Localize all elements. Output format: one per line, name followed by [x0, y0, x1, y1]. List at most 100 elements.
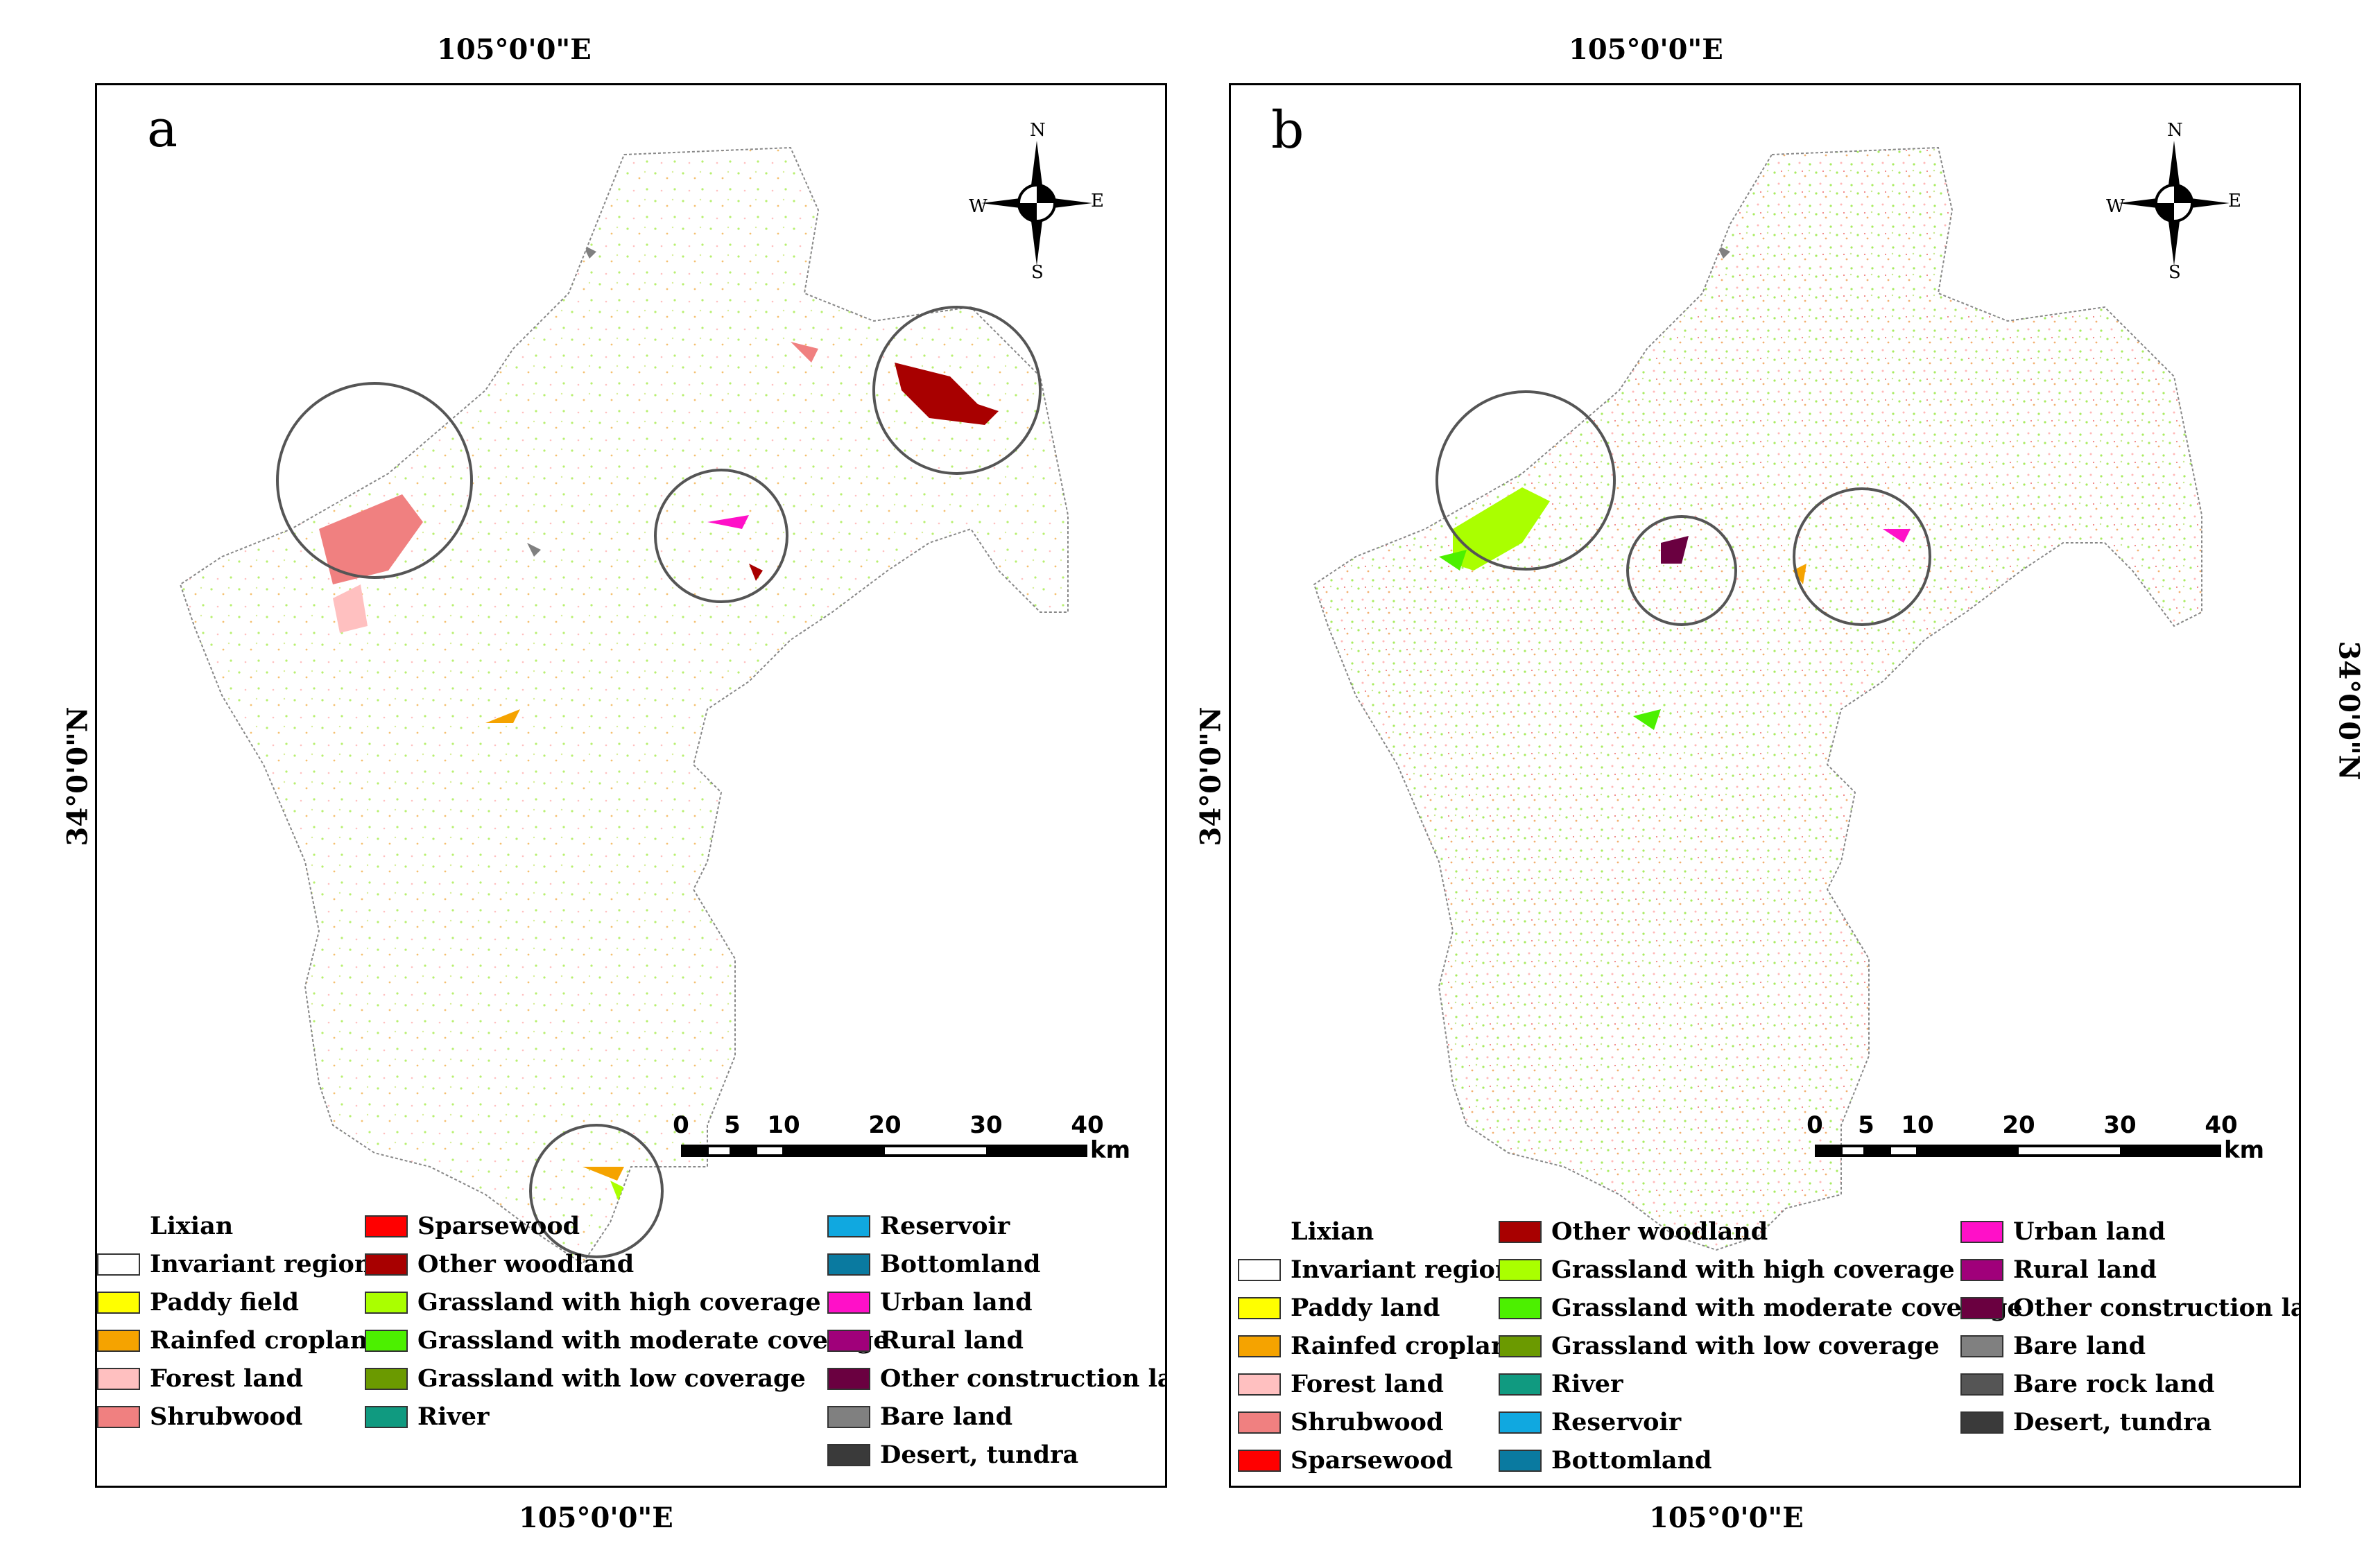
panel-letter: a	[147, 99, 178, 159]
legend-item: Grassland with low coverage	[365, 1359, 889, 1398]
legend-column: Other woodland Grassland with high covera…	[1499, 1213, 2023, 1479]
legend-swatch	[1238, 1335, 1281, 1357]
compass-w: W	[2106, 196, 2125, 217]
scale-bar: 0 5 10 20 30 40 km	[1800, 1111, 2264, 1181]
legend-item: Other construction land	[827, 1359, 1165, 1398]
legend-item: Invariant region	[1238, 1251, 1526, 1289]
legend-swatch	[827, 1291, 870, 1314]
legend-item: Other construction land	[1960, 1289, 2299, 1327]
legend-column: Reservoir Bottomland Urban land Rural land O…	[827, 1207, 1165, 1474]
legend-swatch	[1238, 1258, 1281, 1281]
legend-label: Paddy field	[150, 1288, 300, 1317]
legend-label: Reservoir	[880, 1212, 1010, 1240]
legend-item: Shrubwood	[97, 1398, 385, 1436]
region-map	[180, 147, 1069, 1265]
legend-label: Sparsewood	[1291, 1446, 1454, 1475]
legend-swatch	[1238, 1373, 1281, 1396]
legend-label: Forest land	[150, 1364, 303, 1393]
legend-label: Other woodland	[417, 1250, 635, 1278]
bottom-longitude-label-a: 105°0'0"E	[519, 1502, 673, 1534]
legend-label: Rural land	[880, 1326, 1024, 1355]
scale-bar-graphic	[681, 1145, 1087, 1157]
legend-item: Reservoir	[827, 1207, 1165, 1245]
legend-label: River	[1551, 1370, 1623, 1398]
legend-item: Grassland with high coverage	[1499, 1251, 2023, 1289]
legend-item: Sparsewood	[1238, 1441, 1526, 1479]
legend-label: Rainfed cropland	[1291, 1332, 1526, 1360]
legend-swatch	[1499, 1411, 1542, 1434]
legend-item: Grassland with low coverage	[1499, 1327, 2023, 1365]
map-panel-a: a	[95, 83, 1167, 1488]
legend-label: Grassland with high coverage	[1551, 1255, 1955, 1284]
scale-tick-label: 20	[2002, 1111, 2035, 1139]
legend-label: Rural land	[2013, 1255, 2157, 1284]
legend-label: Bottomland	[1551, 1446, 1712, 1475]
bottom-longitude-label-b: 105°0'0"E	[1649, 1502, 1804, 1534]
legend-swatch	[1238, 1411, 1281, 1434]
legend-item: Grassland with moderate coverage	[365, 1321, 889, 1359]
scale-tick-label: 5	[1858, 1111, 1874, 1139]
legend-label: Grassland with low coverage	[1551, 1332, 1940, 1360]
legend-item: Rural land	[827, 1321, 1165, 1359]
legend-swatch	[1499, 1335, 1542, 1357]
north-arrow: N S W E	[967, 120, 1106, 283]
legend-swatch	[1960, 1220, 2003, 1243]
legend-label: Shrubwood	[150, 1402, 303, 1431]
scale-tick-label: 40	[1071, 1111, 1104, 1139]
legend-item: Rainfed cropland	[97, 1321, 385, 1359]
legend-item: Other woodland	[365, 1245, 889, 1283]
scale-tick-label: 10	[1901, 1111, 1934, 1139]
legend-item: Paddy field	[97, 1283, 385, 1321]
legend-label: Grassland with moderate coverage	[417, 1326, 889, 1355]
legend-item: Grassland with high coverage	[365, 1283, 889, 1321]
middle-latitude-label: 34°0'0"N	[1194, 706, 1227, 846]
legend-item: Reservoir	[1499, 1403, 2023, 1441]
legend-swatch	[1960, 1335, 2003, 1357]
legend-swatch	[1960, 1411, 2003, 1434]
legend-item: Paddy land	[1238, 1289, 1526, 1327]
legend-swatch	[97, 1329, 140, 1352]
legend-item: Desert, tundra	[827, 1436, 1165, 1474]
compass-e: E	[1091, 191, 1104, 211]
legend-item: Grassland with moderate coverage	[1499, 1289, 2023, 1327]
compass-n: N	[2167, 120, 2183, 141]
scale-tick-label: 0	[673, 1111, 689, 1139]
legend-swatch	[1499, 1258, 1542, 1281]
legend-swatch	[97, 1367, 140, 1390]
legend-column: Sparsewood Other woodland Grassland with h…	[365, 1207, 889, 1436]
compass-rose-icon	[981, 141, 1092, 266]
compass-s: S	[2168, 262, 2181, 283]
legend-item: Bottomland	[827, 1245, 1165, 1283]
legend-item: Rainfed cropland	[1238, 1327, 1526, 1365]
legend-swatch	[1238, 1296, 1281, 1319]
legend-swatch	[1238, 1220, 1281, 1243]
legend-item: Other woodland	[1499, 1213, 2023, 1251]
legend-label: Lixian	[150, 1212, 234, 1240]
legend-item: Bare rock land	[1960, 1365, 2299, 1403]
legend-label: Rainfed cropland	[150, 1326, 385, 1355]
scale-tick-label: 10	[767, 1111, 800, 1139]
top-longitude-label-a: 105°0'0"E	[437, 33, 592, 66]
legend-item: Urban land	[827, 1283, 1165, 1321]
legend-swatch	[365, 1253, 408, 1276]
top-longitude-label-b: 105°0'0"E	[1569, 33, 1723, 66]
scale-tick-label: 0	[1806, 1111, 1823, 1139]
map-panel-b: b	[1229, 83, 2301, 1488]
legend-swatch	[97, 1405, 140, 1428]
scale-tick-label: 5	[724, 1111, 741, 1139]
legend-label: Other woodland	[1551, 1217, 1768, 1246]
legend-swatch	[365, 1367, 408, 1390]
legend-item: Sparsewood	[365, 1207, 889, 1245]
legend-swatch	[827, 1405, 870, 1428]
legend-item: Urban land	[1960, 1213, 2299, 1251]
legend-label: Desert, tundra	[880, 1441, 1079, 1469]
legend-swatch	[1960, 1296, 2003, 1319]
legend-item: Shrubwood	[1238, 1403, 1526, 1441]
legend-item: River	[1499, 1365, 2023, 1403]
legend-swatch	[1238, 1449, 1281, 1472]
legend-swatch	[1499, 1220, 1542, 1243]
region-map	[1313, 147, 2202, 1251]
legend-label: Other construction land	[880, 1364, 1165, 1393]
legend-label: Grassland with high coverage	[417, 1288, 821, 1317]
right-latitude-label: 34°0'0"N	[2332, 641, 2365, 781]
